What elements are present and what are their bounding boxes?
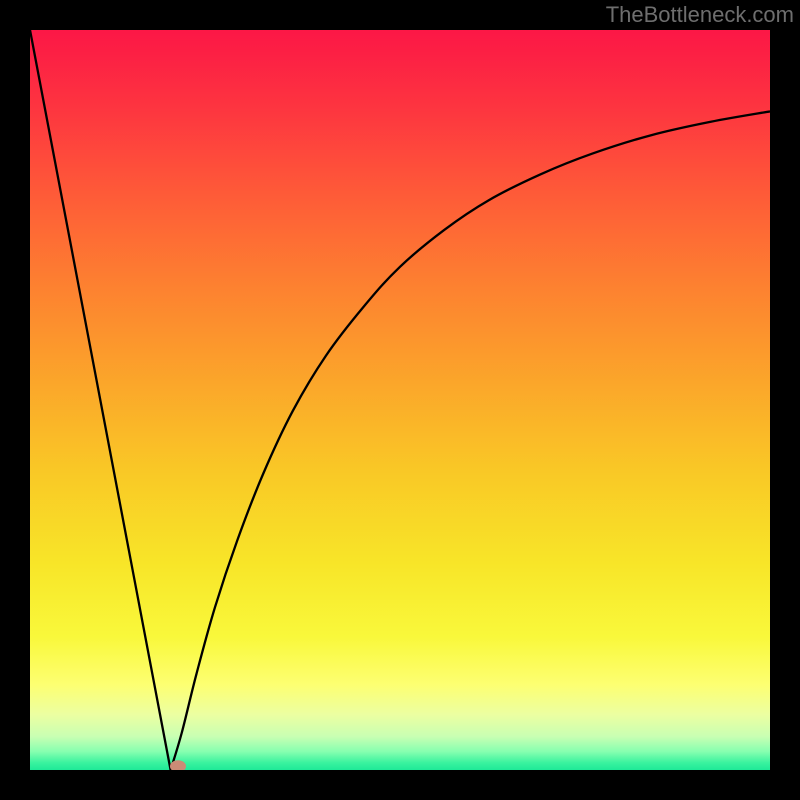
chart-frame: TheBottleneck.com [0, 0, 800, 800]
plot-background [30, 30, 770, 770]
bottleneck-chart [0, 0, 800, 800]
watermark-text: TheBottleneck.com [606, 2, 794, 28]
